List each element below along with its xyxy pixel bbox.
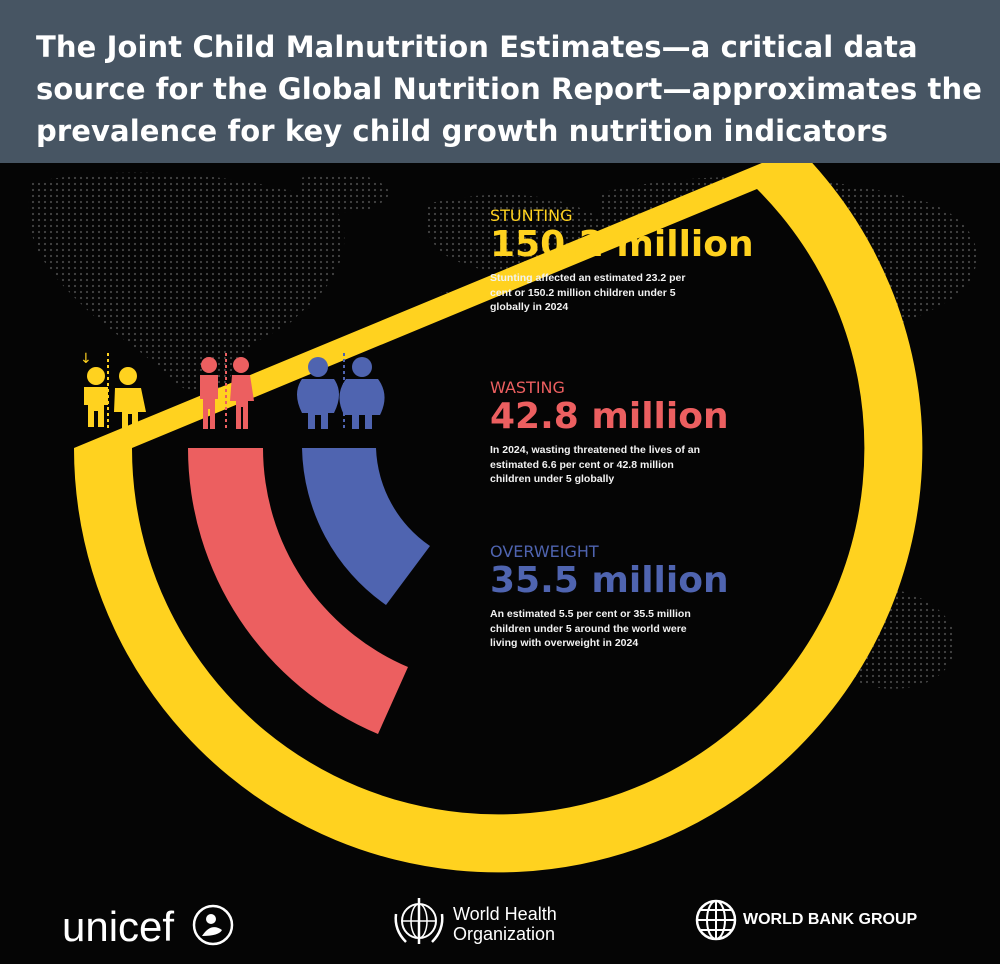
header-banner: The Joint Child Malnutrition Estimates—a… (0, 0, 1000, 163)
world-bank-logo: WORLD BANK GROUP (743, 911, 918, 928)
header-title: The Joint Child Malnutrition Estimates—a… (36, 30, 982, 148)
unicef-logo: unicef (62, 903, 175, 950)
thin-children-icon (200, 353, 254, 429)
wasting-ring (187, 448, 408, 734)
overweight-label: OVERWEIGHT (490, 542, 599, 561)
stunting-description: Stunting affected an estimated 23.2 per … (490, 272, 686, 313)
overweight-ring (302, 448, 430, 605)
rings-graphic: ↓ (28, 163, 977, 873)
wasting-stat: WASTING 42.8 million In 2024, wasting th… (490, 379, 729, 487)
who-emblem-icon (394, 898, 444, 944)
overweight-children-icon (297, 353, 385, 429)
infographic-art: ↓ (0, 163, 1000, 964)
world-bank-emblem-icon (695, 899, 737, 941)
stunting-value: 150.2 million (490, 224, 754, 265)
who-logo-text: World Health Organization (453, 904, 557, 944)
stunting-stat: STUNTING 150.2 million Stunting affected… (490, 207, 754, 315)
who-line-1: World Health (453, 904, 557, 924)
short-children-icon: ↓ (80, 351, 146, 429)
overweight-stat: OVERWEIGHT 35.5 million An estimated 5.5… (490, 543, 729, 651)
wasting-description: In 2024, wasting threatened the lives of… (490, 444, 701, 485)
wasting-label: WASTING (490, 378, 565, 397)
partner-logos: unicef World Health Organization WORLD B… (0, 880, 1000, 964)
overweight-description: An estimated 5.5 per cent or 35.5 millio… (490, 608, 691, 649)
overweight-value: 35.5 million (490, 560, 729, 601)
unicef-emblem-icon (192, 904, 234, 946)
wasting-value: 42.8 million (490, 396, 729, 437)
svg-text:↓: ↓ (80, 351, 92, 367)
stunting-label: STUNTING (490, 206, 573, 225)
who-line-2: Organization (453, 924, 556, 944)
